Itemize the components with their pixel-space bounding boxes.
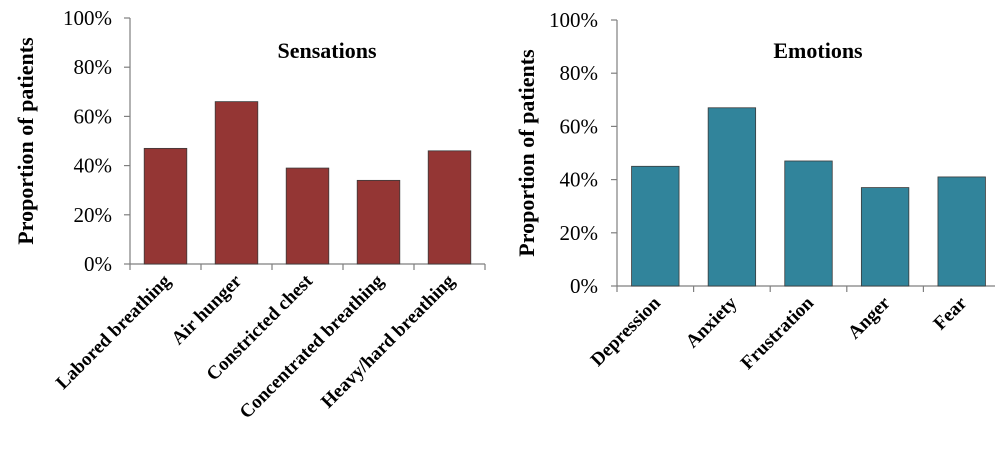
y-axis-title: Proportion of patients (514, 49, 539, 257)
bar (707, 107, 757, 287)
y-tick-label: 20% (74, 203, 113, 227)
bar (427, 150, 472, 265)
y-tick-label: 0% (570, 274, 598, 298)
y-tick-label: 40% (560, 168, 599, 192)
bar (784, 160, 833, 287)
x-tick-label: Heavy/hard breathing (317, 270, 459, 412)
x-tick-label: Frustration (737, 292, 819, 374)
x-tick-label: Concentrated breathing (236, 270, 389, 423)
y-tick-label: 100% (549, 8, 598, 32)
chart-title: Emotions (773, 38, 863, 63)
y-tick-label: 40% (74, 154, 113, 178)
y-axis-title: Proportion of patients (13, 37, 38, 245)
x-tick-label: Fear (930, 292, 972, 334)
x-tick-label: Labored breathing (52, 270, 175, 393)
y-tick-label: 100% (63, 6, 112, 30)
bar (285, 167, 330, 265)
y-tick-label: 60% (560, 114, 599, 138)
x-tick-label: Depression (587, 292, 665, 370)
chart-title: Sensations (277, 38, 376, 63)
bar (937, 176, 986, 287)
y-tick-label: 60% (74, 104, 113, 128)
bar (356, 179, 401, 265)
x-tick-label: Anger (844, 292, 895, 343)
bar (860, 187, 910, 287)
x-tick-label: Anxiety (682, 292, 742, 352)
y-tick-label: 0% (84, 252, 112, 276)
chart-1: 0% 20% 40% 60% 80% 100% Depression AnxietyFrust… (514, 8, 995, 374)
y-tick-label: 80% (74, 55, 113, 79)
bar (143, 147, 188, 265)
bar (631, 165, 680, 287)
y-tick-label: 80% (560, 61, 599, 85)
y-tick-label: 20% (560, 221, 599, 245)
bar (214, 101, 259, 265)
